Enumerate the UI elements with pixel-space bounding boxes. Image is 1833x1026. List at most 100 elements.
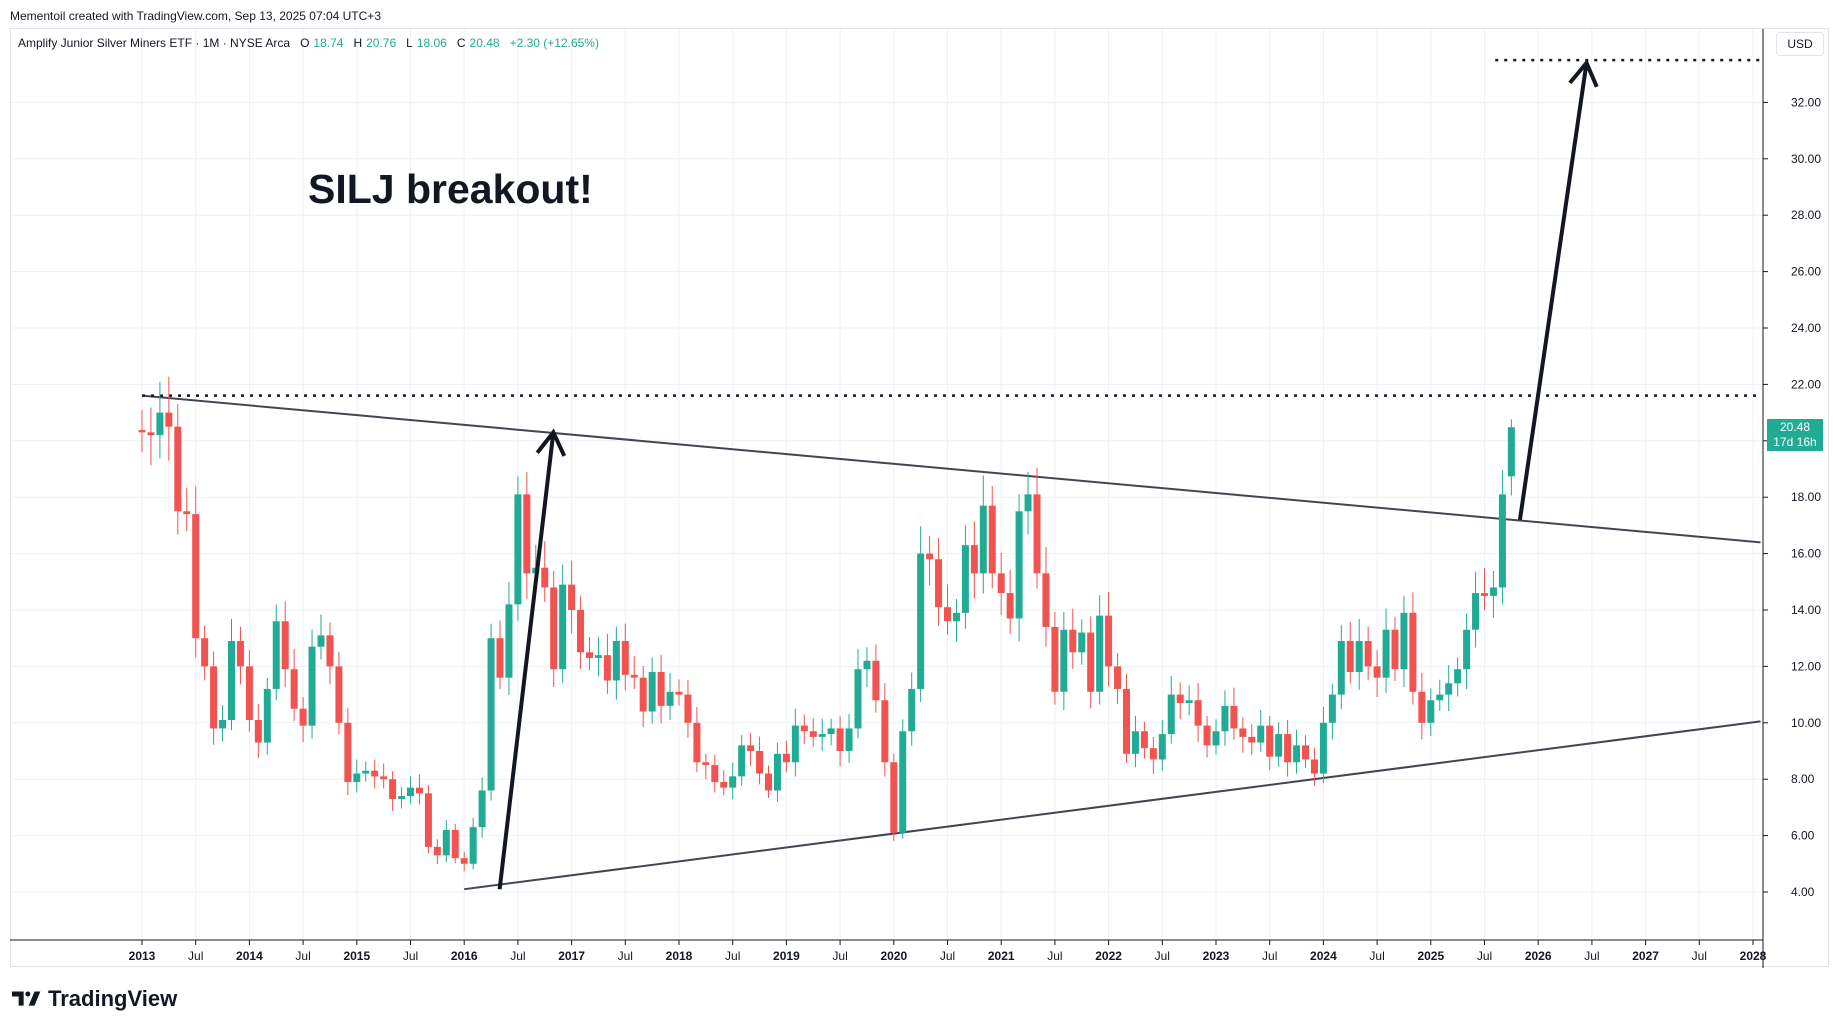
candle-body <box>1069 629 1077 653</box>
candle-body <box>1507 427 1515 477</box>
last-price-value: 20.48 <box>1779 420 1811 434</box>
candle-body <box>1131 731 1139 754</box>
candle-body <box>165 412 173 427</box>
candle-body <box>478 790 486 828</box>
candle-body <box>1060 629 1068 692</box>
time-tick-label: Jul <box>618 949 633 963</box>
candle-body <box>729 776 737 788</box>
candle-body <box>1024 494 1032 512</box>
candle-body <box>362 770 370 774</box>
candle-body <box>684 694 692 723</box>
candle-body <box>415 787 423 794</box>
candle-body <box>639 677 647 712</box>
candle-body <box>380 776 388 780</box>
time-tick-label: 2027 <box>1632 949 1659 963</box>
candle-body <box>1042 573 1050 627</box>
price-tick-label: 22.00 <box>1791 377 1821 391</box>
time-tick-label: Jul <box>1047 949 1062 963</box>
price-tick-label: 24.00 <box>1791 321 1821 335</box>
ascending-support-line <box>464 720 1761 891</box>
candle-body <box>1105 615 1113 667</box>
candle-body <box>738 745 746 777</box>
last-price-badge: 20.48 17d 16h <box>1767 419 1823 451</box>
candle-body <box>1409 612 1417 692</box>
candle-body <box>586 652 593 658</box>
open-label: O <box>300 36 310 50</box>
candle-body <box>845 728 853 751</box>
candle-body <box>442 829 450 856</box>
candle-body <box>228 641 235 720</box>
currency-button[interactable]: USD <box>1776 32 1824 56</box>
candle-body <box>1167 694 1175 735</box>
candle-body <box>335 666 343 723</box>
time-tick-label: 2015 <box>343 949 370 963</box>
candle-body <box>1123 688 1130 754</box>
candle-body <box>1489 587 1497 596</box>
candle-body <box>1302 745 1309 760</box>
candle-body <box>944 607 951 622</box>
time-tick-label: 2023 <box>1203 949 1230 963</box>
price-tick-label: 28.00 <box>1791 208 1821 222</box>
candle-body <box>630 674 638 678</box>
candle-body <box>1114 666 1122 689</box>
time-tick-label: 2020 <box>880 949 907 963</box>
breakout-arrow-2016-head <box>535 428 567 457</box>
candle-body <box>1445 683 1453 695</box>
candle-body <box>1140 731 1148 749</box>
chart-grid <box>10 29 1763 940</box>
candle-body <box>1239 728 1247 737</box>
candle-body <box>1418 691 1426 723</box>
candle-body <box>371 770 379 777</box>
candle-body <box>219 719 227 729</box>
candle-body <box>756 751 764 774</box>
candle-body <box>594 655 602 658</box>
trend-lines <box>141 58 1761 891</box>
candle-body <box>603 655 611 681</box>
candle-body <box>800 725 808 732</box>
low-label: L <box>406 36 413 50</box>
candle-body <box>514 494 522 605</box>
candle-body <box>1463 629 1471 670</box>
time-tick-label: Jul <box>725 949 740 963</box>
candle-body <box>702 762 710 766</box>
candle-body <box>1391 629 1399 670</box>
candle-body <box>1221 705 1229 732</box>
open-value: 18.74 <box>313 36 344 50</box>
time-tick-label: Jul <box>1477 949 1492 963</box>
price-tick-label: 14.00 <box>1791 603 1821 617</box>
time-tick-label: Jul <box>403 949 418 963</box>
candle-body <box>156 412 164 436</box>
close-value: 20.48 <box>469 36 500 50</box>
candle-body <box>648 672 656 712</box>
price-tick-label: 4.00 <box>1791 885 1815 899</box>
candle-body <box>890 762 898 833</box>
candle-body <box>1096 615 1104 692</box>
tradingview-brand[interactable]: TradingView <box>12 986 177 1012</box>
candle-body <box>344 722 352 783</box>
candle-body <box>961 545 969 613</box>
candle-body <box>1266 725 1274 757</box>
candle-body <box>210 666 218 729</box>
candle-body <box>621 641 629 675</box>
candle-body <box>872 660 880 701</box>
symbol-legend[interactable]: Amplify Junior Silver Miners ETF · 1M · … <box>18 36 605 50</box>
candle-body <box>407 787 414 797</box>
candle-body <box>854 669 862 729</box>
candle-body <box>577 610 585 653</box>
candle-body <box>496 638 504 678</box>
candle-body <box>711 765 719 783</box>
candle-body <box>1015 511 1023 619</box>
price-tick-label: 16.00 <box>1791 547 1821 561</box>
candle-body <box>773 753 781 791</box>
candle-body <box>1454 669 1462 684</box>
candle-body <box>1427 700 1435 723</box>
candle-body <box>935 559 943 608</box>
breakout-annotation: SILJ breakout! <box>308 166 593 212</box>
price-tick-label: 10.00 <box>1791 716 1821 730</box>
candle-body <box>541 567 549 588</box>
candle-body <box>1176 694 1184 704</box>
price-tick-label: 8.00 <box>1791 772 1815 786</box>
tradingview-logo-icon <box>12 991 41 1006</box>
candle-body <box>666 691 674 706</box>
